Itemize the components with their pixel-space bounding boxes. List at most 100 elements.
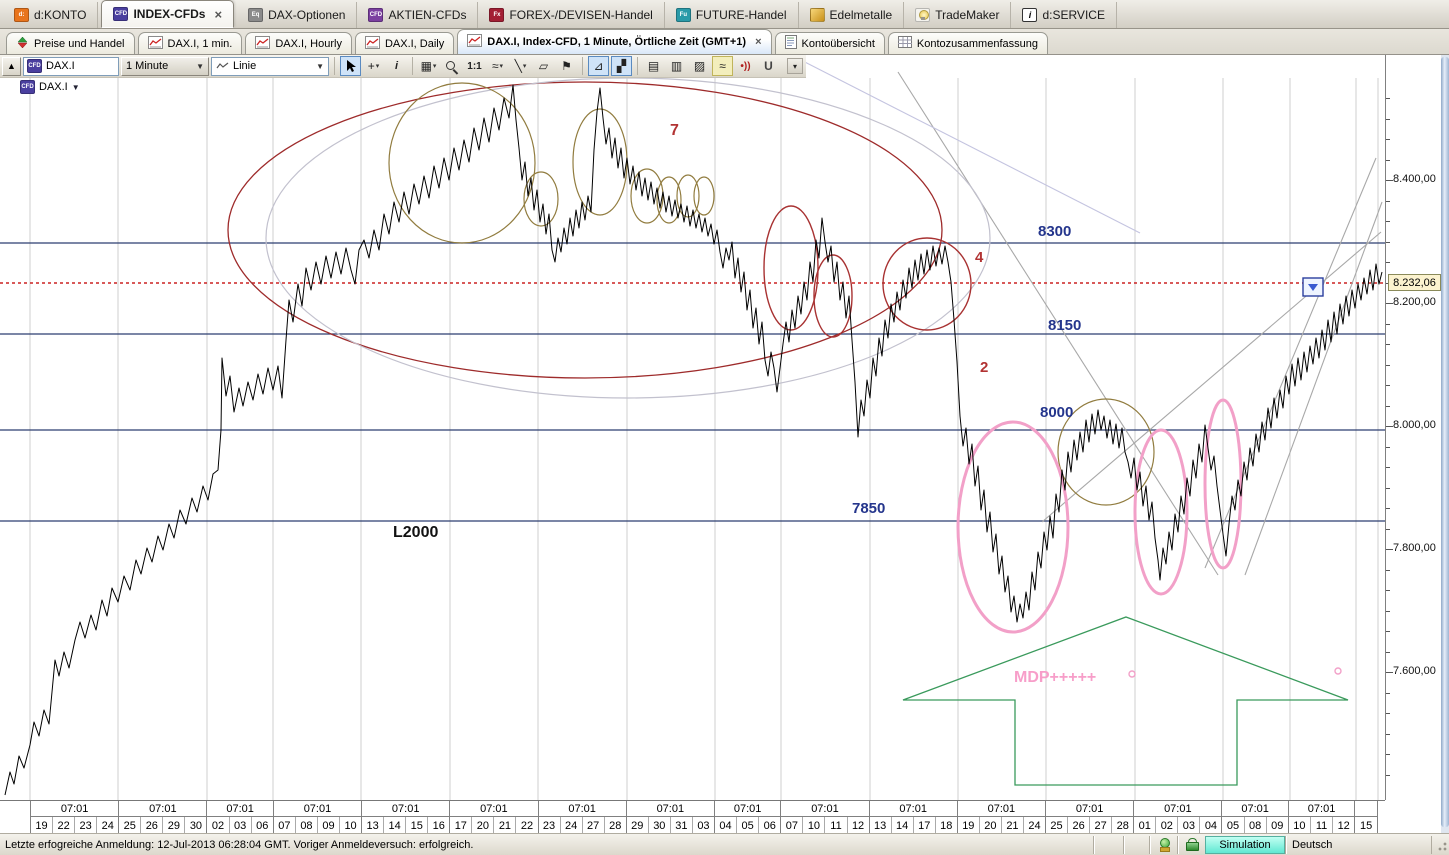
trend-line-4[interactable] bbox=[1244, 201, 1383, 576]
annotation-text-8300[interactable]: 8300 bbox=[1038, 223, 1071, 240]
pattern-tool-icon[interactable]: ▞ bbox=[611, 56, 632, 76]
trendline-tool-icon[interactable]: ╲ ▾ bbox=[514, 59, 527, 73]
annotation-ellipse-4[interactable] bbox=[523, 171, 559, 227]
main-tab-dax-optionen[interactable]: Eq DAX-Optionen bbox=[237, 2, 358, 28]
annotation-ellipse-9[interactable] bbox=[693, 176, 715, 216]
statusbar-cell bbox=[1093, 835, 1123, 854]
chart-type-select[interactable]: Linie ▼ bbox=[211, 56, 329, 76]
sub-tab-preise-und-handel[interactable]: Preise und Handel bbox=[6, 32, 135, 54]
time-group-label: 07:01 bbox=[781, 801, 869, 817]
main-tab-index-cfds[interactable]: CFD INDEX-CFDs × bbox=[101, 0, 235, 28]
sub-tab-dax-i-hourly[interactable]: DAX.I, Hourly bbox=[245, 32, 352, 54]
annotation-ellipse-11[interactable] bbox=[763, 205, 819, 331]
annotation-text-mdp[interactable]: MDP+++++ bbox=[1014, 669, 1096, 686]
measure-tool-icon[interactable]: ⊿ bbox=[588, 56, 609, 76]
doc-icon bbox=[784, 35, 797, 52]
main-tab-forex-devisen-handel[interactable]: Fx FOREX-/DEVISEN-Handel bbox=[478, 2, 665, 28]
sub-tab-dax-i-index-cfd-1-minute-örtliche-zeit-gmt-1[interactable]: DAX.I, Index-CFD, 1 Minute, Örtliche Zei… bbox=[457, 29, 772, 54]
date-label: 17 bbox=[450, 817, 473, 834]
price-line bbox=[4, 84, 1383, 796]
scale-1-1-tool-icon[interactable]: 1:1 bbox=[467, 60, 482, 72]
print-chart-tool-icon[interactable]: ▨ bbox=[693, 59, 706, 73]
annotation-ellipse-12[interactable] bbox=[813, 254, 853, 338]
grid-tool-icon[interactable]: ▦ ▾ bbox=[420, 59, 437, 73]
annotation-ellipse-16[interactable] bbox=[1203, 398, 1243, 570]
symbol-input[interactable]: CFD DAX.I bbox=[23, 56, 119, 76]
alert-flag-tool-icon[interactable]: ⚑ bbox=[561, 59, 572, 73]
date-label: 15 bbox=[406, 817, 429, 834]
date-label: 30 bbox=[649, 817, 671, 834]
annotation-ellipse-3[interactable] bbox=[388, 82, 536, 244]
annotation-text-4[interactable]: 4 bbox=[975, 249, 984, 266]
wave-highlight-tool-icon[interactable]: ≈ bbox=[712, 56, 733, 76]
annotation-ellipse-8[interactable] bbox=[676, 174, 700, 218]
main-tab-d-service[interactable]: i d:SERVICE bbox=[1011, 2, 1117, 28]
more-tools-button-icon[interactable]: ▾ bbox=[787, 58, 803, 74]
sub-tab-kontoübersicht[interactable]: Kontoübersicht bbox=[774, 32, 885, 54]
chart-area[interactable]: 7 4 2 8300 8150 8000 7850 L2000 MDP+++++ bbox=[0, 55, 1385, 800]
main-tab-edelmetalle[interactable]: Edelmetalle bbox=[799, 2, 905, 28]
chevron-down-icon: ▾ bbox=[432, 63, 437, 70]
resize-grip[interactable] bbox=[1431, 835, 1449, 854]
annotation-text-2[interactable]: 2 bbox=[980, 359, 988, 376]
close-tab-icon[interactable]: × bbox=[214, 6, 223, 22]
trend-line-5[interactable] bbox=[794, 56, 1141, 234]
trend-line-3[interactable] bbox=[1204, 157, 1377, 569]
annotation-ellipse-14[interactable] bbox=[956, 420, 1070, 634]
copy-chart-tool-icon[interactable]: ▤ bbox=[647, 59, 660, 73]
simulation-mode-badge[interactable]: Simulation bbox=[1205, 835, 1285, 854]
annotation-ellipse-1[interactable] bbox=[227, 81, 943, 379]
info-tool-icon[interactable]: i bbox=[394, 60, 399, 72]
interval-select[interactable]: 1 Minute ▼ bbox=[121, 56, 209, 76]
time-group-label: 07:01 bbox=[207, 801, 273, 817]
sound-alert-tool-icon[interactable]: •)) bbox=[740, 60, 751, 72]
annotation-text-8150[interactable]: 8150 bbox=[1048, 317, 1081, 334]
annotation-text-7[interactable]: 7 bbox=[670, 122, 679, 139]
sub-tab-kontozusammenfassung[interactable]: Kontozusammenfassung bbox=[887, 32, 1048, 54]
main-tab-label: d:SERVICE bbox=[1042, 8, 1105, 22]
trend-line-1[interactable] bbox=[897, 71, 1219, 576]
annotation-text-7850[interactable]: 7850 bbox=[852, 500, 885, 517]
chart-symbol-legend[interactable]: CFD DAX.I ▼ bbox=[20, 80, 80, 94]
main-tab-aktien-cfds[interactable]: CFD AKTIEN-CFDs bbox=[357, 2, 479, 28]
zoom-tool-icon[interactable] bbox=[441, 56, 462, 76]
price-axis[interactable]: 8.232,06 8.400,00 8.200,00 8.000,00 7.800,0… bbox=[1385, 55, 1441, 800]
main-tab-trademaker[interactable]: TradeMaker bbox=[904, 2, 1012, 28]
axis-tick bbox=[1386, 323, 1390, 325]
sub-tab-dax-i-daily[interactable]: DAX.I, Daily bbox=[354, 32, 455, 54]
annotation-ellipse-10[interactable] bbox=[1057, 398, 1155, 506]
main-tab-d-konto[interactable]: d: d:KONTO bbox=[3, 2, 99, 28]
annotation-dot-2[interactable] bbox=[1334, 667, 1342, 675]
crosshair-tool-icon[interactable]: + ▾ bbox=[367, 59, 380, 73]
price-chart-canvas[interactable]: 7 4 2 8300 8150 8000 7850 L2000 MDP+++++ bbox=[0, 55, 1385, 800]
trend-line-2[interactable] bbox=[1041, 231, 1382, 523]
axis-price-label: 7.600,00 bbox=[1393, 665, 1436, 677]
annotation-dot-1[interactable] bbox=[1128, 670, 1136, 678]
language-selector[interactable]: Deutsch bbox=[1285, 835, 1431, 854]
annotation-ellipse-7[interactable] bbox=[656, 176, 682, 224]
date-label: 24 bbox=[101, 819, 114, 832]
annotation-ellipse-2[interactable] bbox=[265, 77, 991, 399]
sub-tab-dax-i-1-min[interactable]: DAX.I, 1 min. bbox=[137, 32, 243, 54]
green-arrow-annotation[interactable] bbox=[902, 616, 1349, 786]
close-tab-icon[interactable]: × bbox=[755, 35, 762, 48]
collapse-toolbar-button[interactable]: ▲ bbox=[2, 56, 21, 76]
indicator-tool-icon[interactable]: ≈ ▾ bbox=[491, 59, 504, 73]
annotation-ellipse-6[interactable] bbox=[630, 168, 664, 224]
annotation-ellipse-15[interactable] bbox=[1133, 428, 1189, 596]
scrollbar-thumb[interactable] bbox=[1441, 57, 1449, 827]
annotation-text-l2000[interactable]: L2000 bbox=[393, 524, 438, 541]
main-tab-future-handel[interactable]: Fu FUTURE-Handel bbox=[665, 2, 799, 28]
pointer-tool-icon[interactable] bbox=[340, 56, 361, 76]
time-axis[interactable]: 07:01 19 22 23 24 07:01 25 26 29 30 07:01 02 03 06 07:… bbox=[0, 800, 1385, 834]
vertical-scrollbar[interactable] bbox=[1441, 55, 1449, 833]
axis-tick bbox=[1386, 713, 1390, 714]
save-chart-tool-icon[interactable]: ▥ bbox=[670, 59, 683, 73]
chevron-down-icon[interactable]: ▼ bbox=[71, 82, 80, 92]
annotation-text-8000[interactable]: 8000 bbox=[1040, 404, 1073, 421]
annotation-ellipse-13[interactable] bbox=[882, 237, 972, 331]
magnet-tool-icon[interactable]: U bbox=[764, 59, 773, 73]
date-label: 25 bbox=[119, 817, 142, 834]
chart-icon bbox=[147, 35, 163, 52]
eraser-tool-icon[interactable]: ▱ bbox=[538, 59, 549, 73]
